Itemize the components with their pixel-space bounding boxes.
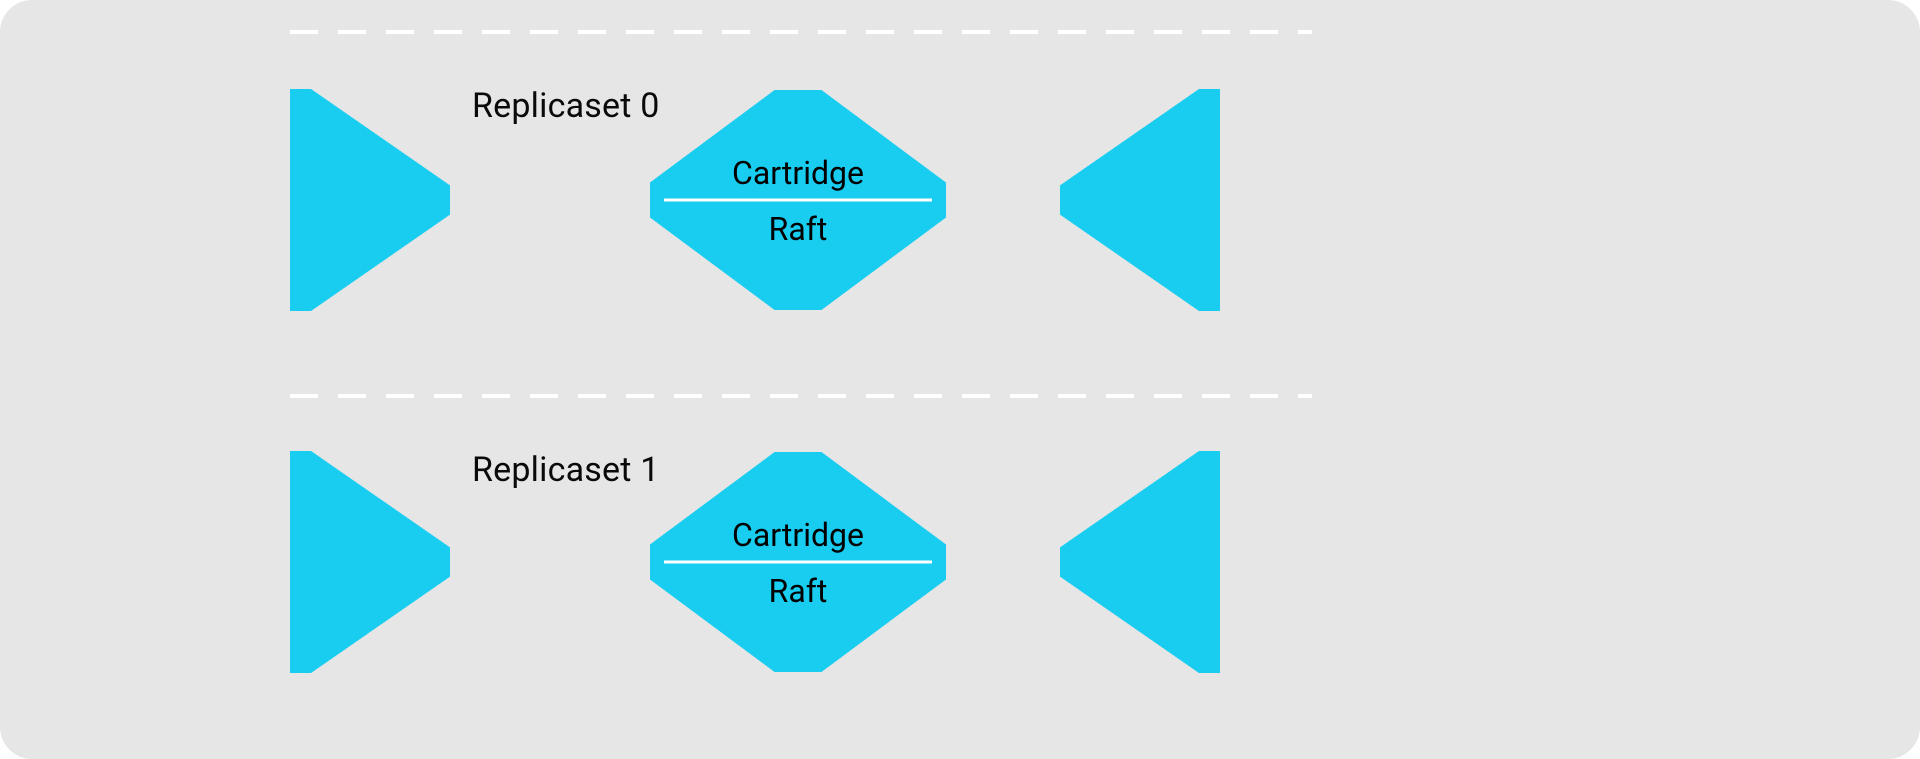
replicaset-0-triangle-right — [1060, 89, 1220, 315]
replicaset-0-diamond: Cartridge Raft — [650, 90, 946, 310]
replicaset-0-diamond-top-label: Cartridge — [732, 154, 864, 192]
replicaset-0-label: Replicaset 0 — [472, 86, 660, 126]
replicaset-1-triangle-right — [1060, 451, 1220, 677]
replicaset-1-diamond: Cartridge Raft — [650, 452, 946, 672]
replicaset-1-label: Replicaset 1 — [472, 450, 660, 490]
replicaset-0-triangle-left — [290, 89, 450, 315]
replicaset-0-diamond-bottom-label: Raft — [769, 210, 828, 248]
diagram-canvas: Replicaset 0CartridgeRaftReplicaset 1Car… — [0, 0, 1920, 759]
replicaset-1-triangle-left — [290, 451, 450, 677]
dash-top-line — [290, 30, 1312, 34]
replicaset-1-diamond-top-label: Cartridge — [732, 516, 864, 554]
dash-mid-line — [290, 394, 1312, 398]
replicaset-1-diamond-bottom-label: Raft — [769, 572, 828, 610]
